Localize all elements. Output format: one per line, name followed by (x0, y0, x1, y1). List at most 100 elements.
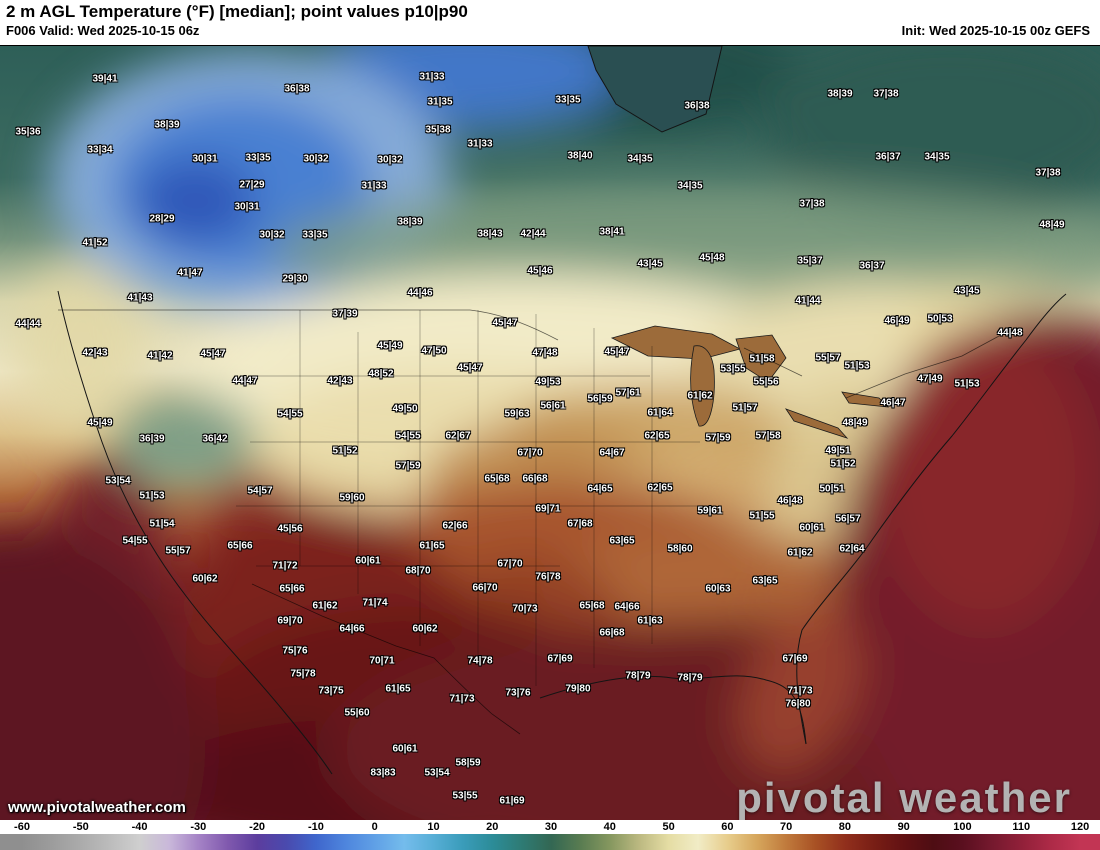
point-value: 60|61 (355, 555, 381, 567)
point-value: 61|64 (647, 407, 673, 419)
point-value: 60|62 (192, 573, 218, 585)
brand-watermark: pivotal weather (736, 774, 1072, 820)
point-value: 43|45 (954, 285, 980, 297)
point-value: 54|55 (122, 535, 148, 547)
point-value: 59|61 (697, 505, 723, 517)
point-value: 41|42 (147, 350, 173, 362)
point-value: 37|38 (799, 198, 825, 210)
point-value: 49|51 (825, 445, 851, 457)
point-value: 54|57 (247, 485, 273, 497)
colorbar-tick: 70 (780, 821, 793, 833)
point-value: 36|37 (875, 151, 901, 163)
point-value: 38|39 (154, 119, 180, 131)
point-value: 56|59 (587, 393, 613, 405)
point-value: 30|31 (192, 153, 218, 165)
point-value: 50|51 (819, 483, 845, 495)
point-value: 29|30 (282, 273, 308, 285)
point-value: 62|65 (647, 482, 673, 494)
point-value: 48|49 (1039, 219, 1065, 231)
point-value: 61|62 (787, 547, 813, 559)
point-value: 65|66 (227, 540, 253, 552)
point-value: 71|72 (272, 560, 298, 572)
point-value: 31|33 (419, 71, 445, 83)
temperature-field-svg (0, 46, 1100, 820)
point-value: 76|78 (535, 571, 561, 583)
point-value: 44|48 (997, 327, 1023, 339)
point-value: 71|73 (449, 693, 475, 705)
map-subheader: F006 Valid: Wed 2025-10-15 06z Init: Wed… (0, 22, 1100, 39)
colorbar-tick: 80 (838, 821, 852, 833)
point-value: 47|48 (532, 347, 558, 359)
point-value: 36|38 (284, 83, 310, 95)
point-value: 38|40 (567, 150, 593, 162)
point-value: 53|55 (720, 363, 746, 375)
point-value: 51|57 (732, 402, 758, 414)
point-value: 66|68 (522, 473, 548, 485)
point-value: 36|42 (202, 433, 228, 445)
point-value: 51|52 (332, 445, 358, 457)
point-value: 64|66 (614, 601, 640, 613)
colorbar-tick: -50 (72, 821, 89, 833)
colorbar-tick: 30 (544, 821, 558, 833)
temperature-blobs-layer (0, 46, 1100, 820)
point-value: 64|66 (339, 623, 365, 635)
point-value: 60|63 (705, 583, 731, 595)
point-value: 33|35 (245, 152, 271, 164)
point-value: 28|29 (149, 213, 175, 225)
point-value: 63|65 (752, 575, 778, 587)
point-value: 30|32 (303, 153, 329, 165)
point-value: 75|78 (290, 668, 316, 680)
point-value: 67|69 (547, 653, 573, 665)
point-value: 51|55 (749, 510, 775, 522)
point-value: 34|35 (924, 151, 950, 163)
point-value: 76|80 (785, 698, 811, 710)
point-value: 60|62 (412, 623, 438, 635)
point-value: 45|47 (457, 362, 483, 374)
point-value: 27|29 (239, 179, 265, 191)
point-value: 62|67 (445, 430, 471, 442)
point-value: 55|60 (344, 707, 370, 719)
point-value: 42|43 (82, 347, 108, 359)
coastline (57, 290, 1067, 775)
point-value: 53|54 (424, 767, 450, 779)
point-value: 39|41 (92, 73, 118, 85)
point-value: 63|65 (609, 535, 635, 547)
point-value: 68|70 (405, 565, 431, 577)
point-value: 53|55 (452, 790, 478, 802)
point-value: 36|37 (859, 260, 885, 272)
point-value: 38|41 (599, 226, 625, 238)
colorbar-tick: 10 (427, 821, 440, 833)
point-value: 64|65 (587, 483, 613, 495)
point-value: 42|44 (520, 228, 546, 240)
point-value: 69|70 (277, 615, 303, 627)
point-value: 62|65 (644, 430, 670, 442)
point-value: 44|46 (407, 287, 433, 299)
point-value: 30|32 (259, 229, 285, 241)
point-value: 61|69 (499, 795, 525, 807)
colorbar-tick: 0 (371, 821, 378, 833)
point-value: 42|43 (327, 375, 353, 387)
point-value: 69|71 (535, 503, 561, 515)
great-lakes (610, 325, 890, 439)
map-header: 2 m AGL Temperature (°F) [median]; point… (0, 0, 1100, 45)
hudson-bay (587, 46, 723, 133)
watermark-url: www.pivotalweather.com (8, 799, 186, 816)
point-value: 54|55 (395, 430, 421, 442)
point-value: 51|52 (830, 458, 856, 470)
point-values-layer: 39|41 36|38 31|33 31|35 33|35 36|38 38|39 37|38… (0, 46, 1100, 820)
country-borders (58, 309, 1013, 735)
point-value: 46|47 (880, 397, 906, 409)
state-borders (236, 310, 704, 686)
point-value: 56|61 (540, 400, 566, 412)
point-value: 60|61 (799, 522, 825, 534)
point-value: 61|65 (385, 683, 411, 695)
point-value: 55|56 (753, 376, 779, 388)
colorbar-tick: 120 (1070, 821, 1090, 833)
point-value: 41|43 (127, 292, 153, 304)
point-value: 51|53 (844, 360, 870, 372)
point-value: 71|74 (362, 597, 388, 609)
colorbar-tick: 50 (662, 821, 675, 833)
point-value: 83|83 (370, 767, 396, 779)
colorbar-tick: 60 (721, 821, 734, 833)
